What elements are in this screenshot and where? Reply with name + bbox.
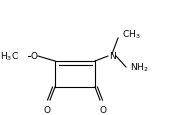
Text: H$_3$C: H$_3$C	[0, 50, 19, 63]
Text: NH$_2$: NH$_2$	[130, 61, 149, 74]
Text: N: N	[109, 52, 115, 61]
Text: O: O	[30, 52, 37, 61]
Text: O: O	[99, 105, 106, 114]
Text: O: O	[43, 105, 51, 114]
Text: CH$_3$: CH$_3$	[122, 29, 141, 41]
